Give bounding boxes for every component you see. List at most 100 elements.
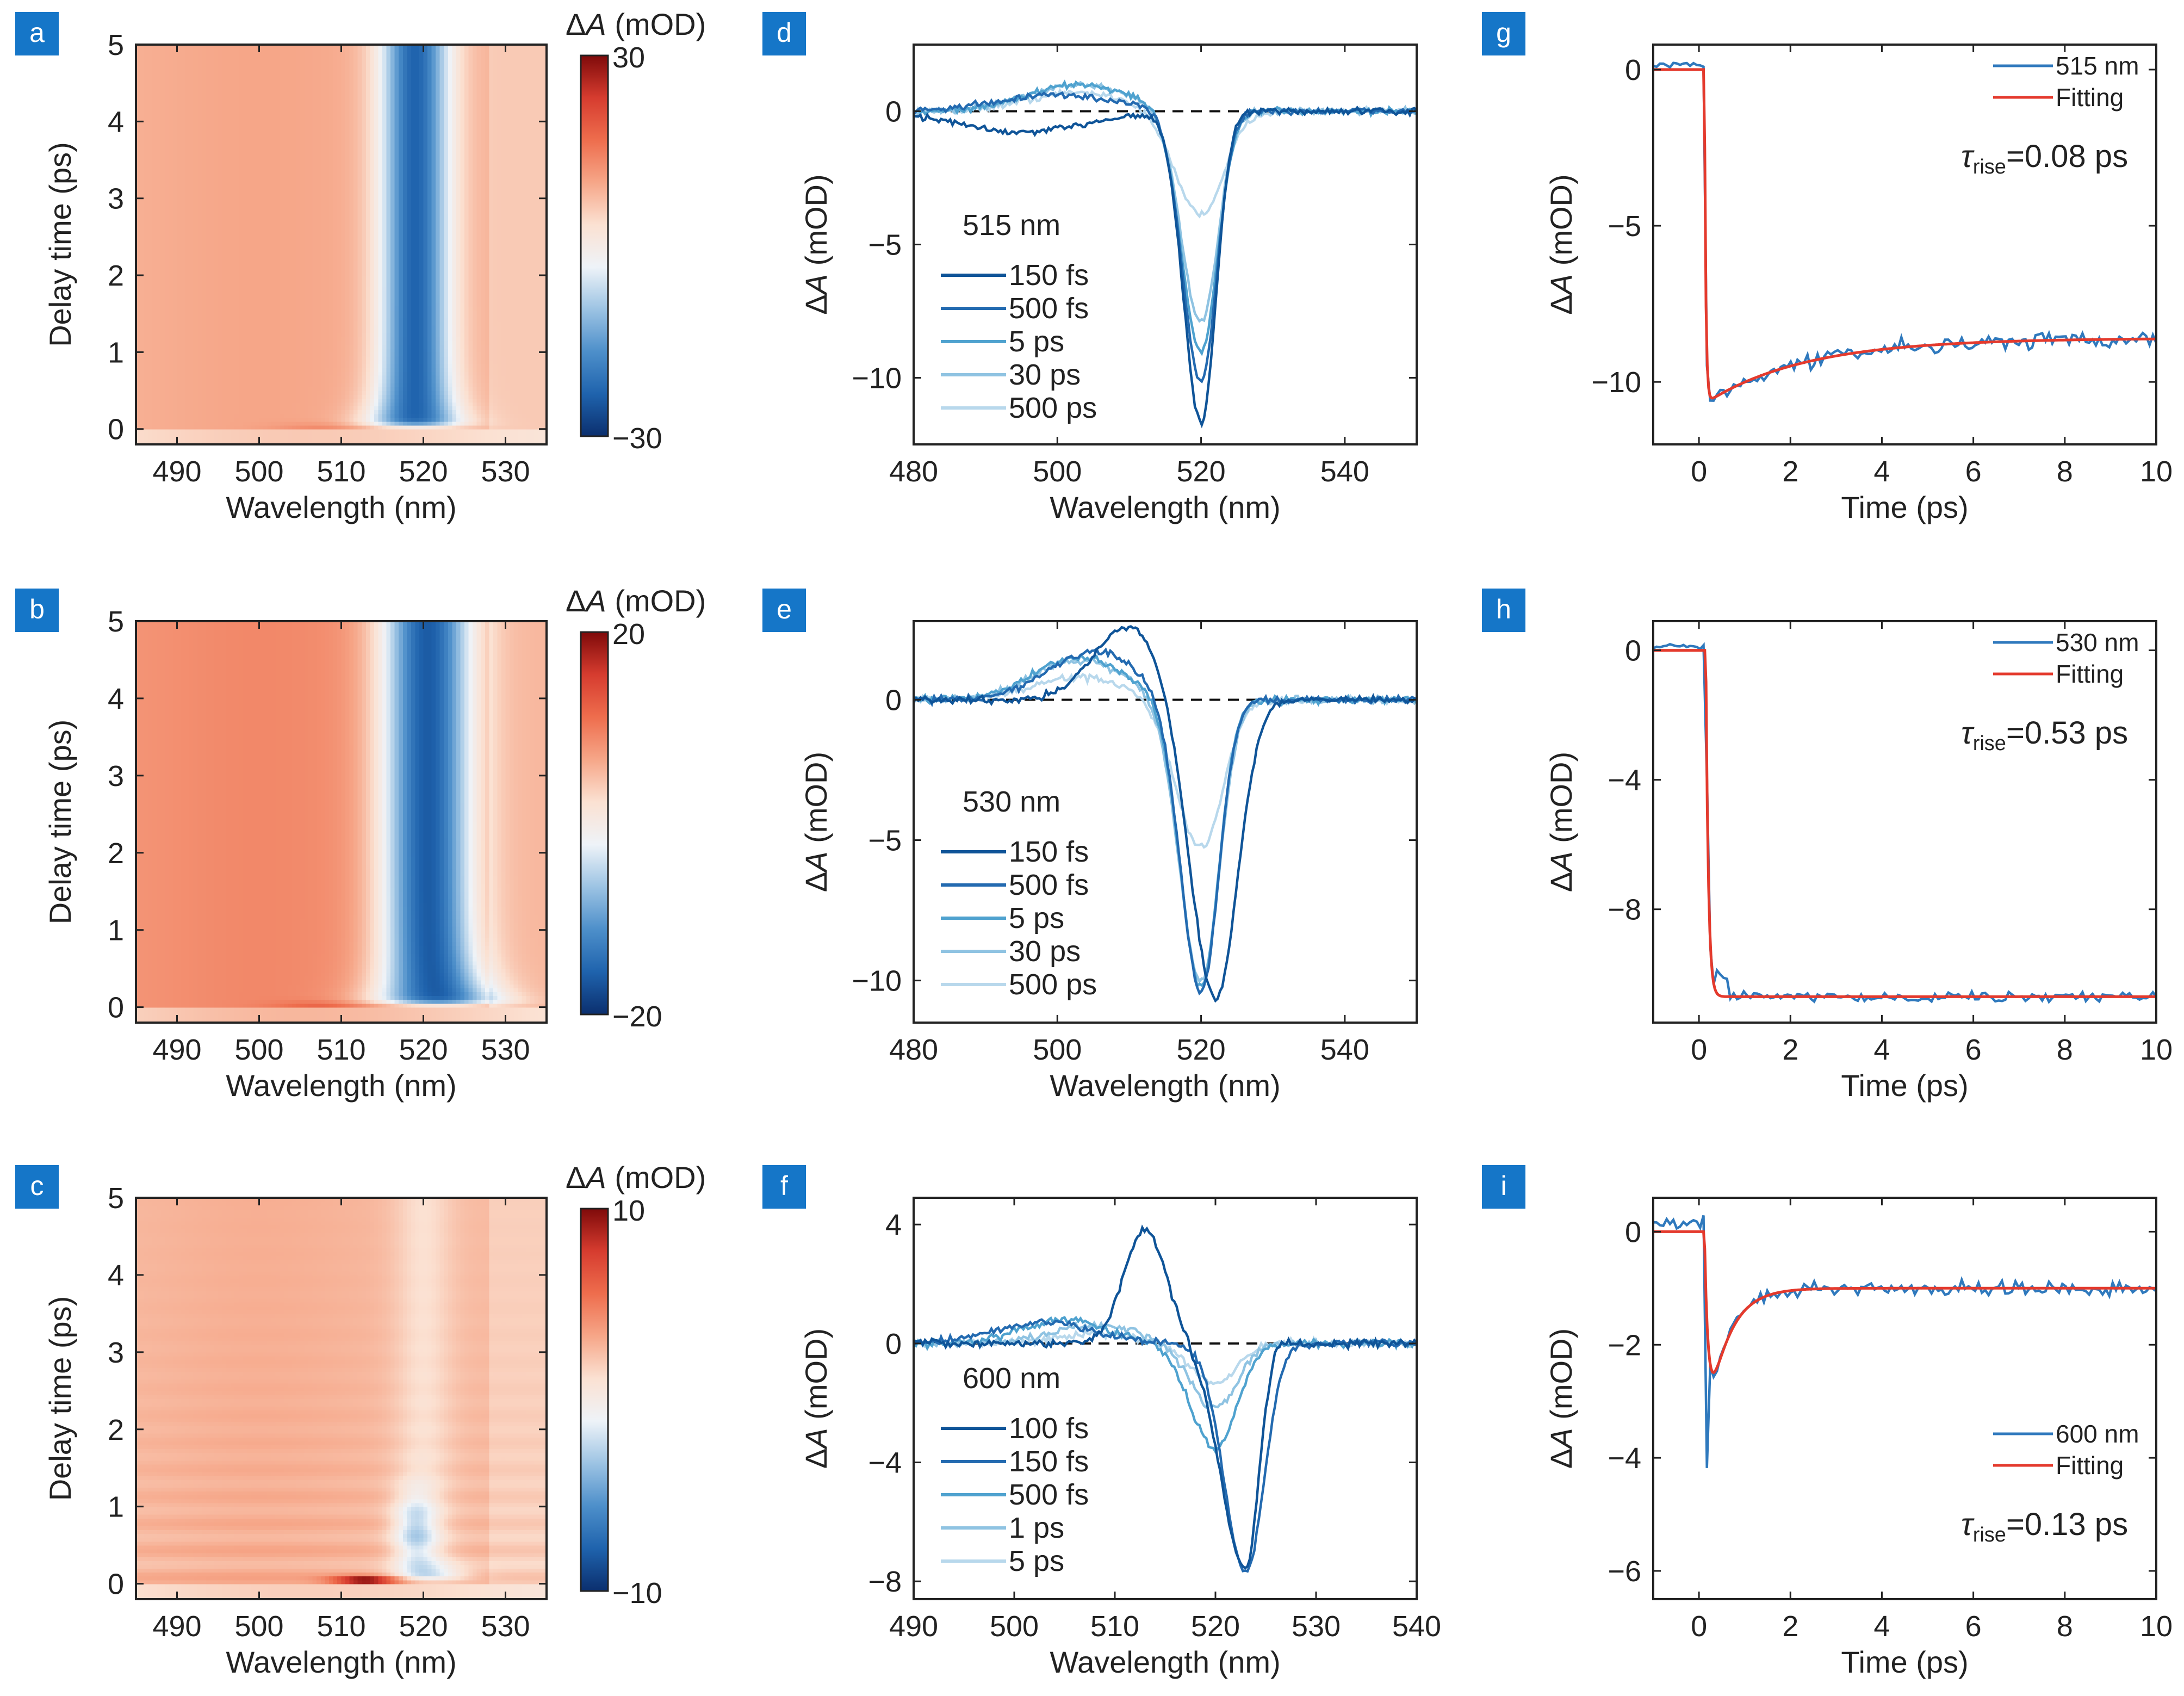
heatmap-cell bbox=[144, 110, 148, 114]
heatmap-cell bbox=[169, 76, 173, 80]
heatmap-cell bbox=[140, 418, 145, 422]
heatmap-cell bbox=[148, 290, 153, 295]
heatmap-cell bbox=[173, 233, 177, 237]
heatmap-cell bbox=[173, 95, 177, 99]
heatmap-cell bbox=[185, 437, 190, 441]
heatmap-cell bbox=[185, 433, 190, 437]
heatmap-cell bbox=[165, 148, 169, 153]
heatmap-cell bbox=[181, 325, 185, 330]
heatmap-cell bbox=[181, 210, 185, 214]
heatmap-cell bbox=[140, 95, 145, 99]
heatmap-cell bbox=[169, 145, 173, 149]
heatmap-cell bbox=[165, 429, 169, 434]
heatmap-cell bbox=[177, 187, 182, 191]
heatmap-cell bbox=[152, 110, 157, 114]
heatmap-cell bbox=[160, 202, 165, 207]
heatmap-cell bbox=[157, 60, 161, 64]
heatmap-cell bbox=[173, 114, 177, 118]
heatmap-cell bbox=[165, 306, 169, 311]
heatmap-cell bbox=[173, 199, 177, 203]
heatmap-cell bbox=[169, 79, 173, 84]
heatmap-cell bbox=[157, 249, 161, 253]
heatmap-cell bbox=[165, 268, 169, 272]
heatmap-cell bbox=[152, 433, 157, 437]
heatmap-cell bbox=[148, 233, 153, 237]
heatmap-cell bbox=[144, 221, 148, 226]
heatmap-cell bbox=[181, 187, 185, 191]
heatmap-cell bbox=[181, 76, 185, 80]
heatmap-cell bbox=[181, 356, 185, 361]
heatmap-cell bbox=[177, 110, 182, 114]
heatmap-cell bbox=[140, 175, 145, 179]
heatmap-cell bbox=[144, 329, 148, 333]
heatmap-cell bbox=[165, 275, 169, 280]
heatmap-cell bbox=[169, 175, 173, 179]
heatmap-cell bbox=[157, 256, 161, 261]
heatmap-cell bbox=[148, 298, 153, 302]
heatmap-cell bbox=[140, 233, 145, 237]
heatmap-cell bbox=[152, 148, 157, 153]
heatmap-cell bbox=[173, 410, 177, 414]
heatmap-cell bbox=[181, 245, 185, 249]
heatmap-cell bbox=[177, 379, 182, 383]
heatmap-cell bbox=[157, 271, 161, 276]
heatmap-cell bbox=[173, 202, 177, 207]
heatmap-cell bbox=[160, 129, 165, 134]
heatmap-cell bbox=[160, 375, 165, 380]
heatmap-cell bbox=[165, 195, 169, 199]
heatmap-cell bbox=[152, 341, 157, 345]
heatmap-cell bbox=[169, 214, 173, 218]
heatmap-cell bbox=[148, 425, 153, 430]
heatmap-cell bbox=[144, 302, 148, 307]
heatmap-cell bbox=[157, 175, 161, 179]
heatmap-cell bbox=[148, 406, 153, 410]
heatmap-cell bbox=[157, 152, 161, 157]
heatmap-cell bbox=[177, 160, 182, 164]
heatmap-cell bbox=[181, 360, 185, 364]
heatmap-cell bbox=[160, 229, 165, 233]
heatmap-cell bbox=[181, 275, 185, 280]
heatmap-cell bbox=[157, 283, 161, 287]
heatmap-cell bbox=[157, 160, 161, 164]
heatmap-cell bbox=[160, 394, 165, 399]
heatmap-cell bbox=[148, 137, 153, 141]
heatmap-cell bbox=[173, 348, 177, 352]
heatmap-cell bbox=[160, 221, 165, 226]
heatmap-cell bbox=[144, 225, 148, 230]
heatmap-cell bbox=[181, 352, 185, 356]
heatmap-cell bbox=[152, 383, 157, 387]
heatmap-cell bbox=[140, 79, 145, 84]
heatmap-cell bbox=[160, 95, 165, 99]
heatmap-cell bbox=[140, 218, 145, 222]
heatmap-cell bbox=[160, 249, 165, 253]
heatmap-cell bbox=[165, 352, 169, 356]
heatmap-cell bbox=[165, 406, 169, 410]
heatmap-cell bbox=[157, 268, 161, 272]
heatmap-cell bbox=[165, 175, 169, 179]
heatmap-cell bbox=[165, 206, 169, 211]
heatmap-cell bbox=[173, 314, 177, 318]
heatmap-cell bbox=[169, 260, 173, 264]
heatmap-cell bbox=[181, 429, 185, 434]
heatmap-cell bbox=[140, 379, 145, 383]
heatmap-cell bbox=[140, 87, 145, 91]
heatmap-cell bbox=[177, 410, 182, 414]
heatmap-cell bbox=[160, 425, 165, 430]
heatmap-cell bbox=[177, 271, 182, 276]
heatmap-cell bbox=[148, 325, 153, 330]
heatmap-cell bbox=[157, 375, 161, 380]
heatmap-cell bbox=[144, 240, 148, 245]
heatmap-cell bbox=[165, 110, 169, 114]
heatmap-cell bbox=[140, 437, 145, 441]
heatmap-cell bbox=[152, 129, 157, 134]
heatmap-cell bbox=[152, 406, 157, 410]
heatmap-cell bbox=[181, 383, 185, 387]
heatmap-cell bbox=[169, 164, 173, 168]
heatmap-cell bbox=[144, 60, 148, 64]
heatmap-cell bbox=[177, 275, 182, 280]
heatmap-cell bbox=[181, 333, 185, 337]
heatmap-cell bbox=[144, 268, 148, 272]
heatmap-cell bbox=[165, 252, 169, 257]
heatmap-cell bbox=[148, 64, 153, 68]
heatmap-cell bbox=[148, 114, 153, 118]
